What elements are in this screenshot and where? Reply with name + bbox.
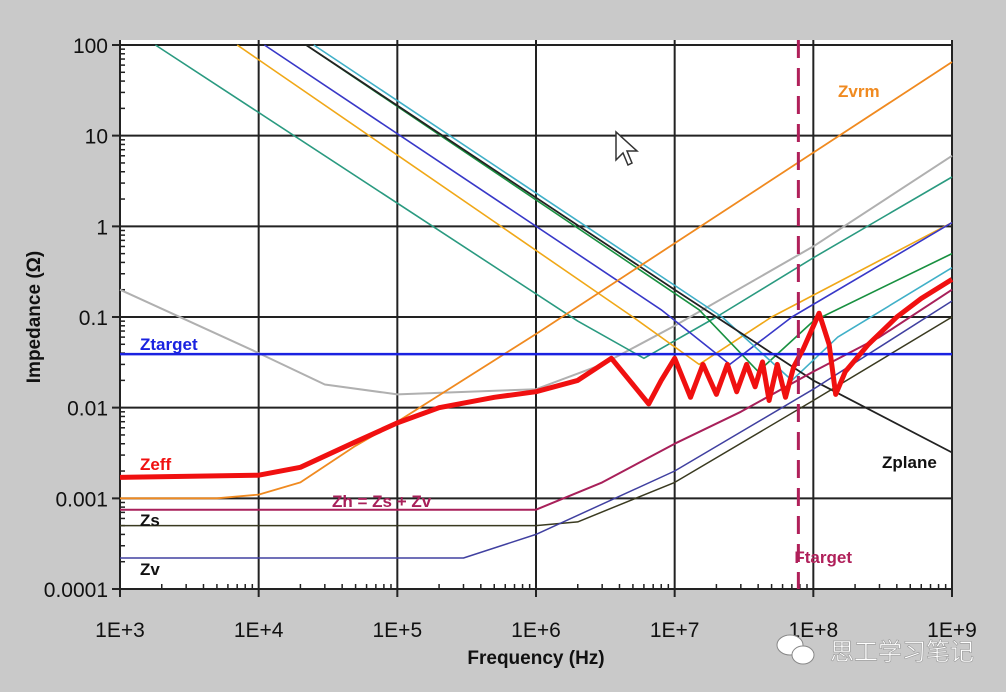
series-line-zeff [119,277,954,480]
x-tick-label: 1E+6 [511,619,561,642]
label-zplane: Zplane [882,453,937,472]
y-tick-label: 0.01 [67,398,108,421]
label-ztarget: Ztarget [140,335,198,354]
label-zh: Zh = Zs + Zv [332,492,432,511]
x-tick-label: 1E+8 [789,619,839,642]
series-group [119,40,954,589]
y-tick-label: 10 [85,126,108,149]
watermark: 思工学习笔记 [830,638,974,666]
series-labels: Zplane Zvrm Zs Zv Zh = Zs + Zv Ztarget Zeff Fta… [140,82,937,579]
label-ftarget: Ftarget [794,548,852,567]
x-tick-label: 1E+3 [95,619,145,642]
series-line-zv [120,300,953,559]
y-tick-label: 0.1 [79,307,108,330]
y-tick-label: 100 [73,35,108,58]
y-tick-label: 0.001 [55,488,108,511]
y-tick-label: 1 [96,216,108,239]
x-axis-title: Frequency (Hz) [467,648,604,669]
label-zeff: Zeff [140,455,172,474]
wechat-icon [776,634,815,665]
y-tick-label: 0.0001 [44,579,108,602]
grid [112,40,953,597]
x-tick-label: 1E+7 [650,619,700,642]
tick-labels: 1E+3 1E+4 1E+5 1E+6 1E+7 1E+8 1E+9 100 10 1 0.1 0.0… [44,35,977,642]
label-zvrm: Zvrm [838,82,880,101]
series-line-c1 [154,44,953,360]
label-zv: Zv [140,560,160,579]
x-tick-label: 1E+5 [373,619,423,642]
series-line-c2 [236,44,953,366]
x-tick-label: 1E+9 [927,619,977,642]
label-zs: Zs [140,511,160,530]
x-tick-label: 1E+4 [234,619,284,642]
y-axis-title: Impedance (Ω) [24,251,45,383]
mouse-cursor-icon [615,130,639,167]
